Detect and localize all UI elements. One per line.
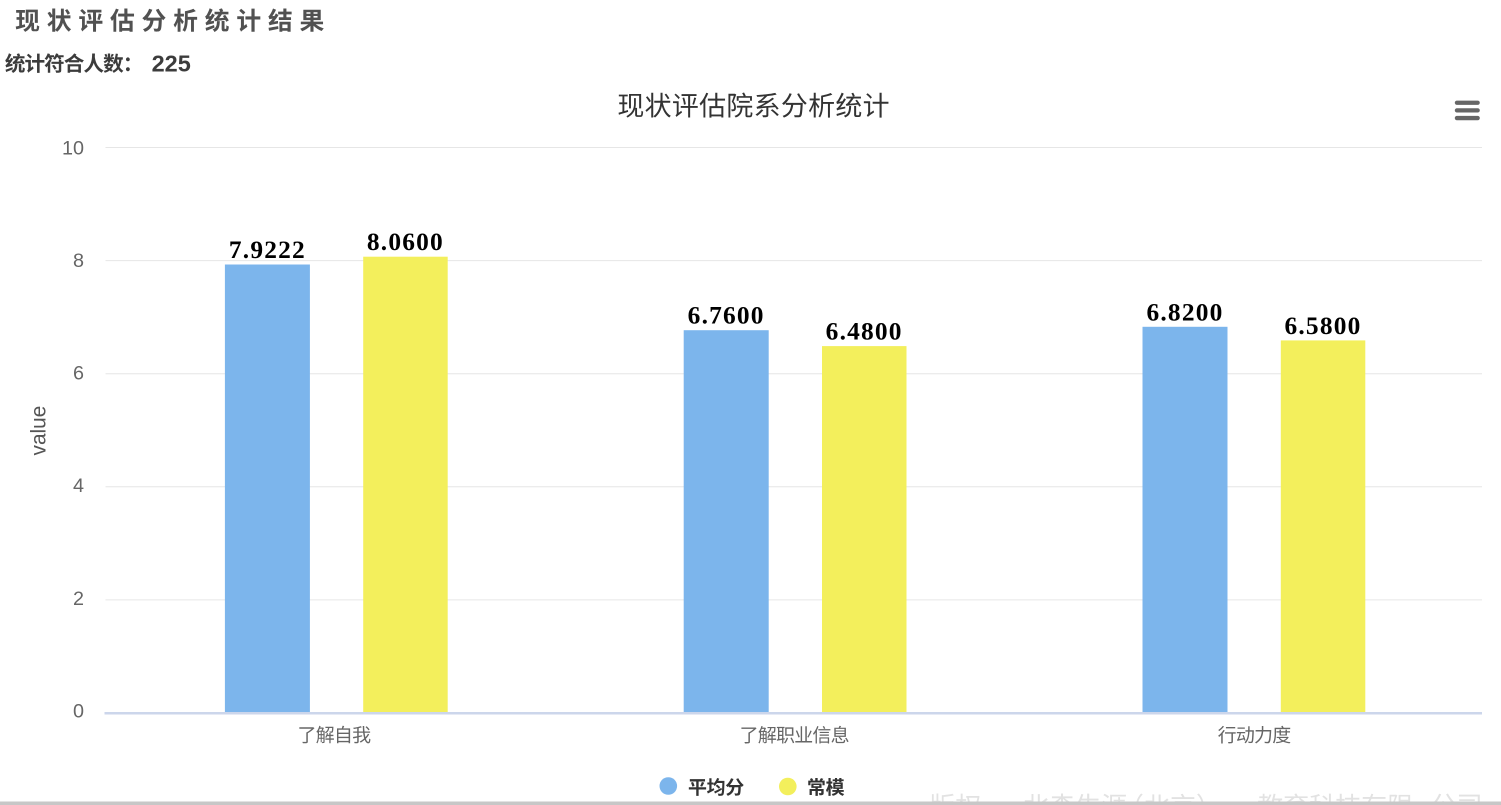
svg-text:7.9222: 7.9222 (229, 236, 306, 264)
svg-text:10: 10 (62, 138, 84, 160)
svg-text:value: value (27, 406, 50, 456)
svg-text:8: 8 (73, 250, 84, 272)
svg-text:8.0600: 8.0600 (367, 228, 444, 256)
svg-text:6.5800: 6.5800 (1284, 312, 1361, 340)
svg-text:6.4800: 6.4800 (826, 318, 903, 346)
svg-text:6.8200: 6.8200 (1146, 298, 1223, 326)
svg-text:4: 4 (73, 475, 84, 497)
svg-text:0: 0 (73, 700, 84, 722)
svg-text:6.7600: 6.7600 (688, 302, 765, 330)
svg-text:6: 6 (73, 363, 84, 385)
svg-text:2: 2 (73, 588, 84, 610)
svg-text:225: 225 (152, 50, 191, 76)
